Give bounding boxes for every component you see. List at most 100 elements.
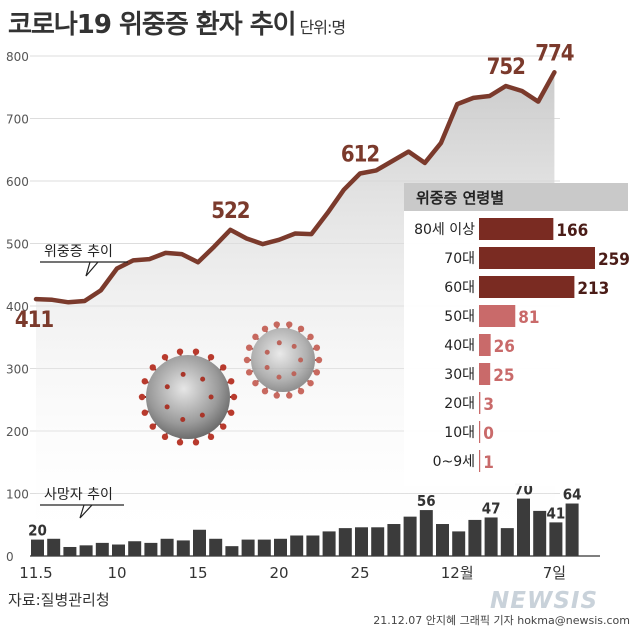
age-value-label: 1 — [483, 453, 494, 473]
death-value-label: 20 — [28, 522, 47, 540]
line-point — [521, 90, 523, 92]
age-category-label: 10대 — [444, 425, 475, 441]
y-tick-label: 400 — [6, 300, 29, 314]
line-point — [488, 95, 491, 97]
x-tick-label: 10 — [107, 564, 126, 582]
age-category-label: 80세 이상 — [414, 222, 475, 238]
line-point — [181, 253, 183, 255]
death-bar — [322, 531, 336, 556]
line-point — [310, 233, 313, 235]
death-bar — [144, 542, 158, 556]
age-value-label: 25 — [493, 366, 514, 386]
age-category-label: 30대 — [444, 367, 475, 383]
line-point — [229, 228, 232, 231]
age-category-label: 40대 — [444, 338, 475, 354]
line-point — [148, 258, 151, 260]
credit-label: 21.12.07 안지혜 그래픽 기자 hokma@newsis.com — [373, 614, 630, 627]
death-bar — [549, 522, 563, 556]
line-point — [456, 103, 459, 105]
line-point — [67, 301, 70, 304]
line-point — [424, 162, 426, 164]
death-bar — [257, 539, 271, 556]
y-tick-label: 300 — [6, 363, 29, 377]
death-bar — [419, 510, 433, 556]
death-bar — [403, 516, 417, 556]
line-value-label: 612 — [341, 143, 380, 168]
line-point — [391, 160, 394, 162]
age-category-label: 0~9세 — [433, 454, 475, 470]
age-bar — [479, 392, 481, 414]
age-category-label: 20대 — [444, 396, 475, 412]
death-bar — [468, 519, 482, 556]
line-point — [326, 212, 329, 214]
x-tick-label: 7일 — [543, 564, 566, 582]
y-tick-label: 800 — [6, 50, 29, 64]
death-bar — [306, 535, 320, 556]
death-series-label-pointer — [79, 504, 93, 519]
age-bar — [479, 247, 595, 269]
line-point — [294, 232, 297, 235]
line-point — [472, 97, 475, 99]
death-value-label: 47 — [482, 499, 501, 517]
y-tick-label: 700 — [6, 113, 29, 127]
death-bar — [128, 541, 142, 556]
death-bar — [436, 524, 449, 556]
death-bar — [274, 538, 287, 556]
death-value-label: 56 — [417, 492, 436, 510]
age-value-label: 166 — [556, 221, 588, 241]
death-value-label: 41 — [547, 504, 566, 522]
line-point — [359, 172, 361, 175]
age-category-label: 70대 — [444, 251, 475, 267]
y-tick-label: 100 — [6, 488, 29, 502]
page-title: 코로나19 위중증 환자 추이 단위:명 — [8, 10, 347, 40]
line-point — [375, 169, 378, 172]
death-bar — [484, 517, 498, 556]
x-tick-label: 25 — [350, 564, 369, 582]
line-value-label: 522 — [211, 199, 250, 224]
age-category-label: 60대 — [444, 280, 475, 296]
line-point — [213, 245, 215, 248]
death-bar — [193, 529, 206, 556]
age-category-label: 50대 — [444, 309, 475, 325]
line-value-label: 774 — [535, 41, 574, 66]
death-bar — [452, 531, 466, 556]
death-bar — [338, 528, 352, 556]
y-tick-label: 500 — [6, 238, 29, 252]
y-tick-label: 200 — [6, 425, 29, 439]
death-value-label: 64 — [563, 486, 582, 504]
line-point — [407, 150, 410, 153]
death-bar — [533, 510, 547, 556]
line-value-label: 411 — [15, 308, 54, 333]
age-bar — [479, 276, 575, 298]
death-bar — [517, 498, 530, 556]
age-value-label: 0 — [483, 424, 494, 444]
death-series-label: 사망자 추이 — [44, 487, 113, 503]
age-value-label: 3 — [483, 395, 494, 415]
line-value-label: 752 — [487, 55, 526, 80]
line-point — [245, 237, 248, 240]
death-bar — [290, 535, 304, 556]
age-bar — [479, 363, 491, 385]
age-bar — [479, 305, 516, 327]
unit-label: 단위:명 — [299, 18, 347, 37]
line-point — [262, 243, 264, 245]
line-point — [440, 142, 442, 144]
line-point — [278, 238, 280, 241]
x-tick-label: 11.5 — [19, 564, 52, 582]
virus-illustration-blurred — [243, 321, 323, 399]
age-bar — [479, 450, 481, 472]
death-bar — [79, 545, 93, 556]
age-panel-title: 위중증 연령별 — [416, 189, 504, 207]
line-point — [553, 71, 556, 74]
line-point — [537, 100, 539, 103]
virus-illustration — [138, 348, 238, 446]
line-point — [35, 298, 37, 300]
death-bar — [355, 527, 368, 556]
age-value-label: 26 — [494, 337, 515, 357]
line-point — [100, 289, 102, 292]
x-tick-label: 20 — [269, 564, 288, 582]
age-value-label: 259 — [598, 250, 630, 270]
death-bar — [176, 540, 190, 556]
